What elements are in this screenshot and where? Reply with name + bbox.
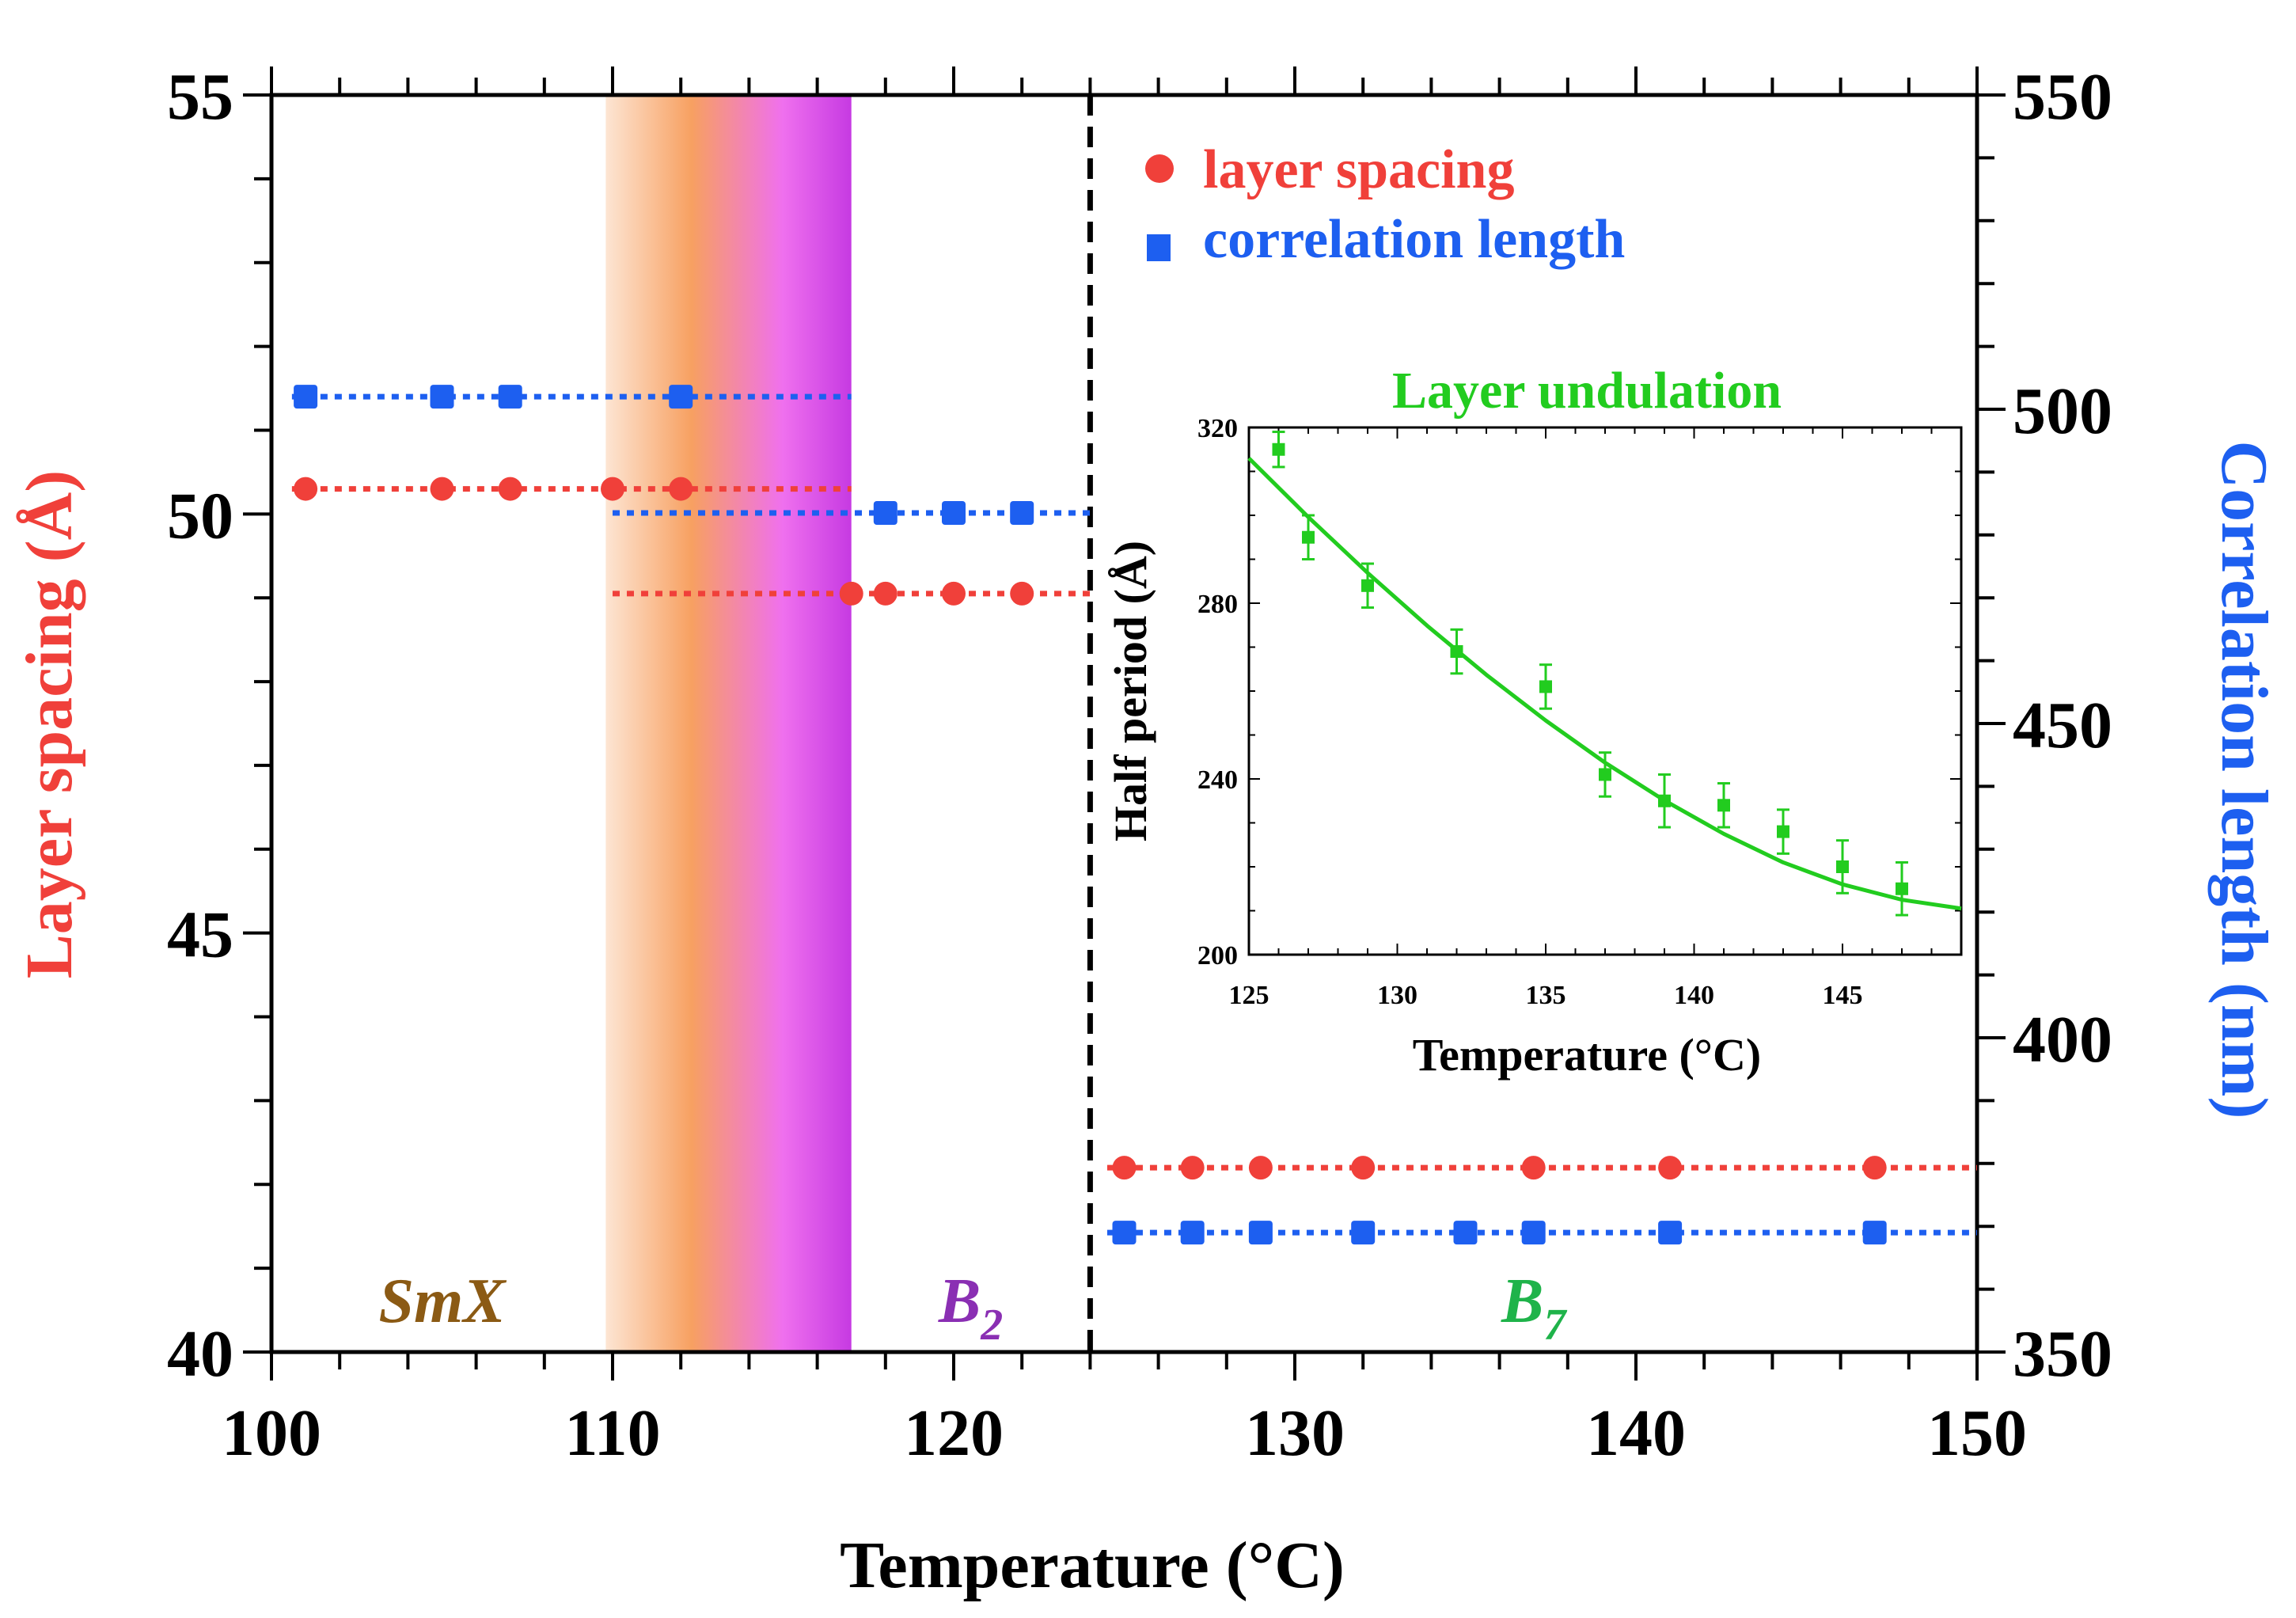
correlation-length-point: [498, 385, 522, 409]
correlation-length-point: [1112, 1221, 1137, 1245]
layer-spacing-point: [1351, 1156, 1376, 1180]
inset-x-tick-label: 145: [1823, 981, 1863, 1010]
inset-y-tick-label: 200: [1197, 941, 1238, 970]
phase-label: B2: [938, 1267, 1003, 1350]
inset-y-axis-title: Half period (Å): [1105, 541, 1156, 841]
inset-title: Layer undulation: [1392, 362, 1782, 420]
inset-data-point: [1361, 579, 1374, 592]
x-tick-label: 110: [564, 1396, 660, 1470]
layer-spacing-point: [1112, 1156, 1137, 1180]
inset-x-tick-label: 135: [1526, 981, 1566, 1010]
correlation-length-point: [1658, 1221, 1683, 1245]
y-tick-label: 50: [167, 479, 233, 553]
inset-y-tick-label: 280: [1197, 590, 1238, 619]
inset-frame: [1247, 426, 1963, 956]
y-axis-title: Layer spacing (Å): [13, 470, 86, 978]
x-tick-label: 120: [904, 1396, 1004, 1470]
legend-marker-correlation-length: [1147, 234, 1171, 261]
correlation-length-point: [1248, 1221, 1273, 1245]
correlation-length-point: [1351, 1221, 1376, 1245]
legend-label-layer-spacing: layer spacing: [1203, 139, 1514, 200]
inset-x-tick-label: 130: [1377, 981, 1417, 1010]
layer-spacing-point: [669, 477, 693, 501]
correlation-length-point: [669, 385, 693, 409]
correlation-length-point: [942, 501, 966, 526]
inset-x-axis-title: Temperature (°C): [1413, 1029, 1761, 1081]
x-tick-label: 100: [222, 1396, 321, 1470]
inset-data-point: [1450, 645, 1463, 659]
main-tick-labels: 100 110 120 130 140 150 40 45 50 55 350 400 450 500 55…: [167, 60, 2112, 1470]
inset-data-point: [1836, 860, 1849, 873]
legend: layer spacing correlation length: [1145, 139, 1625, 270]
inset-y-tick-label: 240: [1197, 765, 1238, 795]
correlation-length-point: [1180, 1221, 1205, 1245]
layer-spacing-point: [1180, 1156, 1205, 1180]
inset-data-point: [1539, 680, 1552, 693]
x-tick-label: 140: [1586, 1396, 1686, 1470]
x-tick-label: 130: [1245, 1396, 1345, 1470]
y-tick-label: 55: [167, 60, 233, 134]
inset-chart: 125 130 135 140 145 200 240 280 320 Layer undulat…: [1105, 362, 1963, 1081]
inset-data-point: [1896, 882, 1908, 895]
main-axis-ticks: [243, 66, 2006, 1381]
layer-spacing-point: [601, 477, 624, 501]
transition-band: [605, 95, 852, 1352]
layer-spacing-point: [294, 477, 318, 501]
layer-spacing-point: [873, 581, 898, 606]
layer-spacing-point: [430, 477, 454, 501]
y-tick-label: 45: [167, 898, 233, 972]
phase-label: B7: [1501, 1267, 1567, 1350]
inset-data-point: [1272, 442, 1285, 456]
y-tick-right-label: 350: [2013, 1317, 2112, 1391]
inset-y-tick-label: 320: [1197, 414, 1238, 443]
phase-labels: SmX B2 B7: [378, 1267, 1567, 1350]
inset-data-point: [1599, 768, 1611, 781]
layer-spacing-point: [942, 581, 966, 606]
correlation-length-point: [1453, 1221, 1478, 1245]
correlation-length-point: [1010, 501, 1034, 526]
y-tick-label: 40: [167, 1317, 233, 1391]
x-tick-label: 150: [1927, 1396, 2027, 1470]
inset-data-point: [1777, 825, 1789, 838]
y-axis-right-title: Correlation length (nm): [2207, 440, 2281, 1119]
inset-data-point: [1717, 799, 1730, 812]
layer-spacing-point: [1658, 1156, 1683, 1180]
main-series: [291, 385, 1977, 1245]
y-tick-right-label: 450: [2013, 689, 2112, 762]
correlation-length-point: [430, 385, 454, 409]
correlation-length-point: [294, 385, 318, 409]
legend-label-correlation-length: correlation length: [1203, 209, 1625, 270]
layer-spacing-point: [1010, 581, 1034, 606]
x-axis-title: Temperature (°C): [840, 1529, 1345, 1602]
layer-spacing-point: [498, 477, 522, 501]
layer-spacing-point: [839, 581, 863, 606]
correlation-length-point: [1862, 1221, 1887, 1245]
y-tick-right-label: 550: [2013, 60, 2112, 134]
correlation-length-point: [873, 501, 898, 526]
inset-x-tick-label: 125: [1229, 981, 1269, 1010]
layer-spacing-point: [1862, 1156, 1887, 1180]
legend-marker-layer-spacing: [1145, 154, 1174, 183]
y-tick-right-label: 500: [2013, 374, 2112, 448]
correlation-length-point: [1521, 1221, 1546, 1245]
y-tick-right-label: 400: [2013, 1003, 2112, 1077]
layer-spacing-point: [1248, 1156, 1273, 1180]
transition-band-rect: [605, 95, 852, 1352]
layer-spacing-point: [1521, 1156, 1546, 1180]
inset-x-tick-label: 140: [1674, 981, 1714, 1010]
inset-data-point: [1658, 794, 1671, 807]
inset-data-point: [1302, 530, 1315, 544]
phase-label: SmX: [378, 1267, 507, 1336]
